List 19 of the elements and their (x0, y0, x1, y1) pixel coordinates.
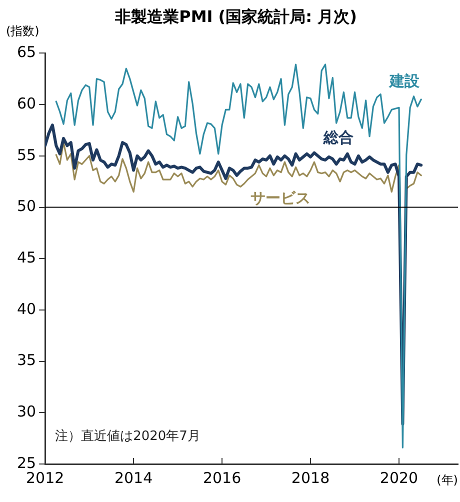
y-tick-label: 30 (16, 402, 36, 421)
chart-title: 非製造業PMI (国家統計局: 月次) (114, 6, 357, 26)
y-tick-label: 55 (16, 146, 36, 164)
x-tick-label: 2018 (291, 468, 330, 487)
y-tick-label: 50 (16, 197, 36, 216)
y-tick-label: 40 (16, 300, 36, 318)
y-tick-label: 45 (16, 248, 36, 266)
series-label: 総合 (322, 128, 354, 146)
y-tick-label: 60 (16, 94, 36, 112)
x-tick-label: 2020 (380, 468, 418, 487)
y-axis-title: (指数) (6, 24, 40, 38)
x-tick-label: 2014 (114, 468, 153, 487)
series-label: サービス (250, 188, 310, 207)
series-label: 建設 (388, 72, 420, 90)
y-tick-label: 65 (16, 43, 36, 62)
x-axis-title: (年) (436, 473, 458, 487)
annotation: 注）直近値は2020年7月 (55, 429, 200, 444)
y-tick-label: 35 (16, 351, 36, 370)
x-tick-label: 2016 (202, 468, 242, 487)
